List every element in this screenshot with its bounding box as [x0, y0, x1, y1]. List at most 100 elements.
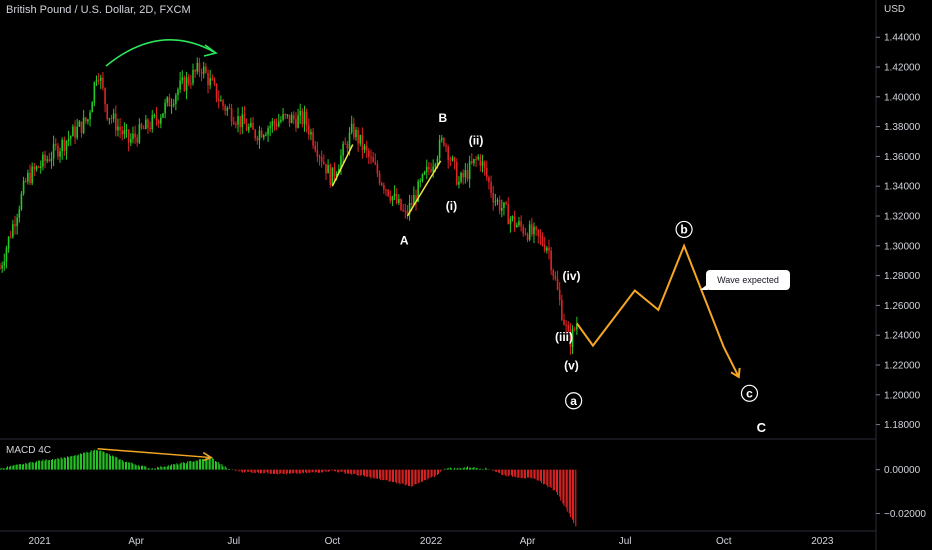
candle-body — [286, 114, 289, 116]
candle-body — [252, 123, 254, 130]
candle-body — [104, 87, 106, 105]
candle-body — [531, 224, 533, 235]
candle-body — [417, 181, 419, 202]
candle-body — [76, 126, 78, 138]
candle-body — [402, 209, 404, 211]
candle-body — [95, 79, 98, 83]
candle-body — [346, 143, 349, 149]
macd-tick-label: 0.00000 — [884, 465, 921, 476]
candle-body — [295, 119, 297, 128]
candle-body — [413, 195, 415, 205]
candle-body — [458, 181, 460, 185]
candle-body — [117, 126, 119, 131]
candle-body — [552, 270, 555, 277]
candle-body — [205, 66, 207, 73]
candle-body — [449, 160, 452, 162]
candle-body — [31, 166, 33, 184]
candle-body — [198, 62, 201, 73]
candle-body — [190, 83, 192, 85]
candle-body — [513, 216, 516, 228]
candle-body — [12, 224, 14, 238]
candle-body — [511, 216, 514, 219]
candle-body — [87, 119, 89, 122]
candle-body — [93, 82, 96, 103]
candle-body — [69, 136, 72, 139]
candle-body — [224, 105, 226, 111]
candle-body — [65, 140, 68, 151]
candle-body — [443, 138, 445, 146]
candle-body — [365, 145, 368, 151]
candle-body — [423, 171, 426, 175]
candle-body — [91, 102, 94, 113]
candle-body — [258, 130, 261, 141]
trendlines — [331, 144, 442, 217]
x-tick-label: Apr — [520, 536, 536, 547]
candle-body — [292, 115, 295, 120]
candle-body — [226, 108, 229, 111]
candle-body — [72, 126, 74, 137]
candle-body — [145, 119, 147, 130]
candle-body — [387, 189, 389, 196]
candle-body — [415, 195, 417, 202]
candle-body — [571, 328, 574, 347]
candle-body — [211, 78, 214, 81]
candle-body — [541, 237, 544, 245]
candle-body — [462, 172, 464, 178]
candle-body — [200, 72, 203, 74]
candle-body — [27, 172, 29, 182]
candle-body — [230, 108, 233, 123]
candle-body — [340, 155, 342, 169]
candle-body — [247, 126, 250, 131]
candle-body — [37, 166, 40, 168]
candle-body — [488, 177, 490, 183]
candle-body — [177, 89, 179, 96]
candle-body — [140, 124, 143, 129]
x-tick-label: Jul — [619, 536, 632, 547]
candle-body — [470, 161, 473, 164]
candle-body — [455, 162, 458, 185]
candle-body — [543, 244, 546, 251]
candle-body — [331, 167, 334, 186]
macd-divergence-line — [97, 448, 212, 459]
candle-body — [57, 145, 59, 157]
candle-body — [507, 204, 510, 225]
projection-arrowhead — [730, 367, 741, 379]
wave-circle — [740, 384, 759, 402]
candle-body — [445, 145, 447, 147]
candle-body — [479, 156, 482, 166]
candle-body — [282, 114, 284, 120]
candle-body — [350, 123, 353, 133]
candle-body — [338, 168, 340, 174]
candle-body — [434, 164, 437, 167]
candle-body — [271, 121, 274, 127]
y-tick-label: 1.34000 — [884, 182, 921, 193]
y-tick-label: 1.44000 — [884, 33, 921, 44]
candle-body — [494, 201, 497, 203]
x-tick-label: Oct — [716, 536, 732, 547]
candle-body — [175, 95, 177, 104]
candle-body — [430, 169, 432, 172]
candle-body — [361, 134, 364, 150]
wave-circle-label: a — [570, 394, 577, 408]
candle-body — [520, 221, 522, 227]
candle-body — [569, 331, 572, 347]
candle-body — [554, 276, 557, 280]
green-arc-arrowhead — [203, 44, 218, 57]
candle-body — [245, 123, 248, 131]
candle-body — [468, 161, 471, 180]
candle-body — [232, 122, 235, 125]
candle-body — [537, 229, 540, 236]
y-tick-label: 1.42000 — [884, 63, 921, 74]
candle-series — [0, 57, 578, 355]
candle-body — [395, 193, 398, 204]
candle-body — [256, 138, 259, 141]
candle-body — [160, 117, 162, 124]
candle-body — [155, 114, 158, 121]
candle-body — [355, 129, 357, 138]
candle-body — [48, 159, 51, 162]
candle-body — [408, 202, 411, 215]
candle-body — [391, 196, 394, 201]
candle-body — [5, 248, 8, 262]
candle-body — [80, 121, 83, 133]
